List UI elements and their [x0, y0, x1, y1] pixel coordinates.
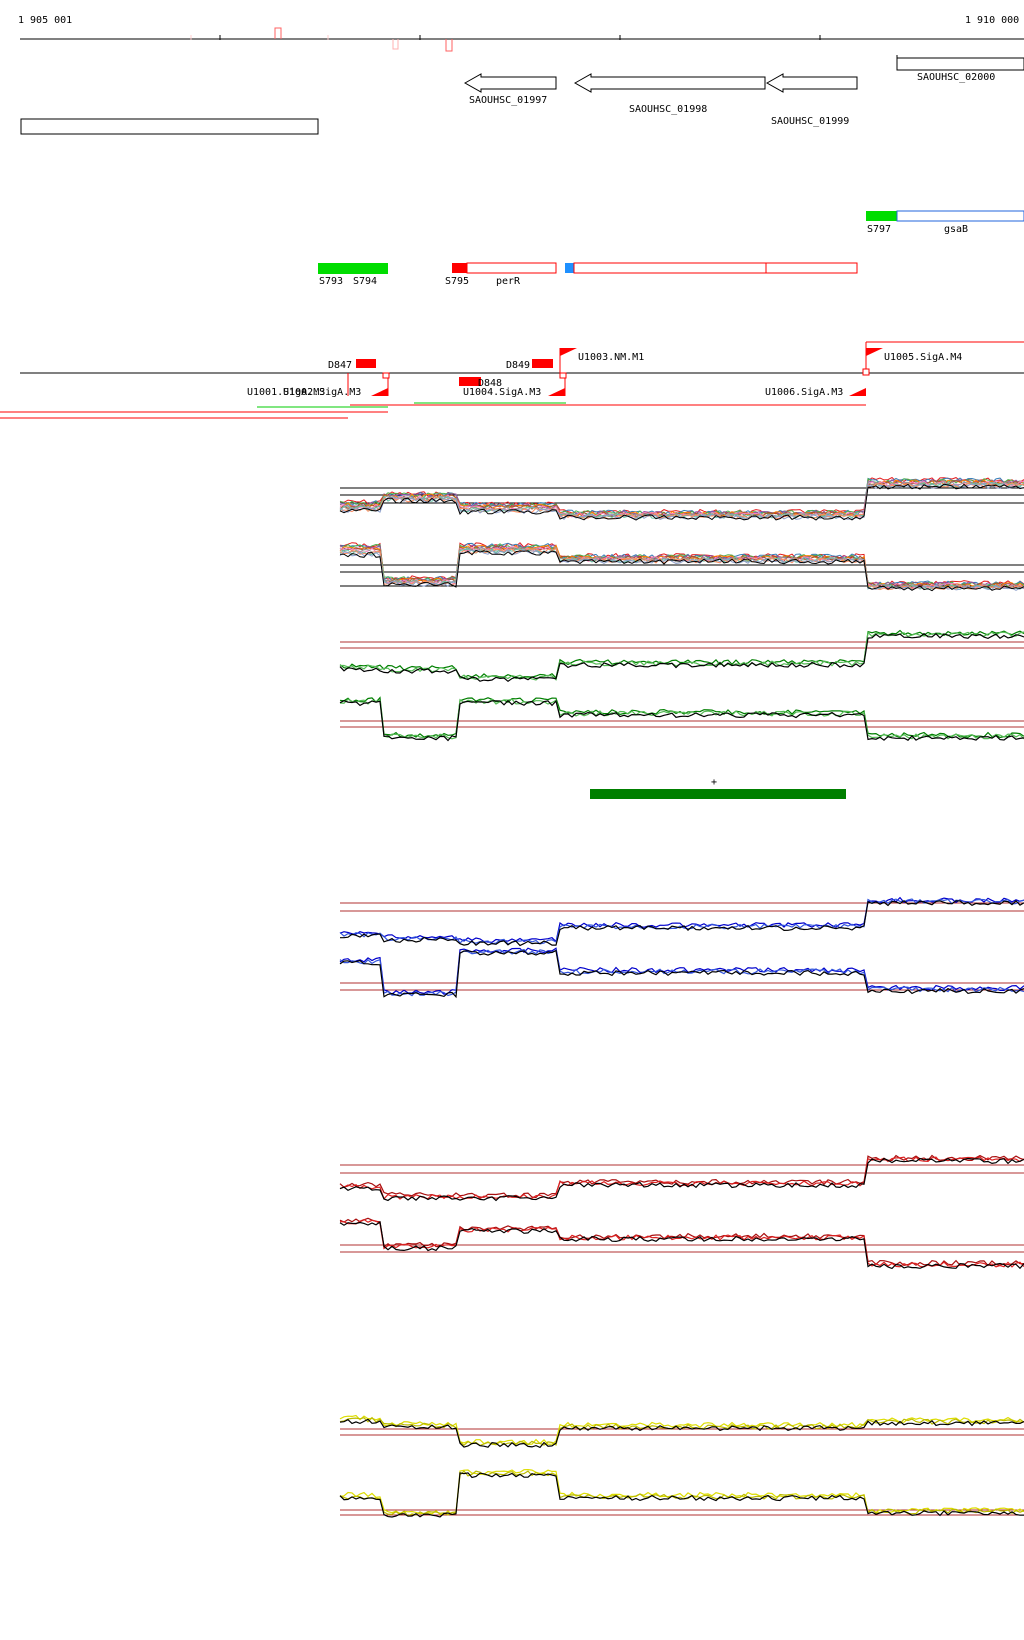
feature-d847[interactable] [356, 359, 376, 368]
segment-gsab-label: gsaB [944, 224, 968, 235]
coordinate-ruler: 1 905 001 1 910 000 [18, 15, 1024, 52]
profile-curve [340, 630, 1024, 681]
profile-curve [339, 1156, 1024, 1200]
gene-saouhsc-01997[interactable]: SAOUHSC_01997 [463, 73, 557, 106]
segment-s795-label: S795 [445, 276, 469, 287]
profile-curve [339, 548, 1024, 591]
gene-label: SAOUHSC_01998 [629, 104, 707, 115]
ruler-end-label: 1 910 000 [965, 15, 1019, 26]
profile-curve [339, 1468, 1024, 1516]
segment-s795[interactable] [452, 263, 467, 273]
profile-curve [339, 1217, 1024, 1267]
segment-s797-label: S797 [867, 224, 891, 235]
gene-box[interactable] [20, 118, 319, 135]
profile-curve [339, 1154, 1024, 1199]
segment-track: S797 gsaB S793 S794 S795 perR [318, 210, 1024, 287]
feature-d849-label: D849 [506, 360, 530, 371]
feature-d847-label: D847 [328, 360, 352, 371]
profile-curve [339, 629, 1024, 680]
profile-curve [339, 482, 1024, 520]
profile-curve [339, 1418, 1024, 1449]
expression-profiles [339, 476, 1024, 1518]
profile-curve [339, 1472, 1024, 1518]
segment-s794-label: S794 [353, 276, 377, 287]
segment-s797[interactable] [866, 211, 897, 221]
profile-curve [339, 1416, 1024, 1447]
profile-curve [339, 947, 1024, 995]
gene-label: SAOUHSC_01997 [469, 95, 547, 106]
profile-curve [339, 483, 1024, 521]
profile-curve [339, 1218, 1024, 1268]
feature-u1004-label: U1004.SigA.M3 [463, 387, 541, 398]
segment-s793-label: S793 [319, 276, 343, 287]
feature-track: D847 D849 D848 U1003.NM.M1 U1005.SigA.M4… [0, 341, 1024, 419]
segment-gsab[interactable] [896, 210, 1024, 222]
feature-u1003-label: U1003.NM.M1 [578, 352, 644, 363]
profile-curve [339, 547, 1024, 590]
profile-curve [339, 548, 1024, 591]
profile-curve [339, 632, 1024, 683]
segment-perr-label: perR [496, 276, 521, 287]
profile-curve [339, 949, 1024, 999]
profile-curve [339, 1220, 1024, 1270]
profile-curve [339, 896, 1024, 944]
feature-u1006-label: U1006.SigA.M3 [765, 387, 843, 398]
gene-label: SAOUHSC_02000 [917, 72, 995, 83]
profile-curve [339, 699, 1024, 742]
feature-u1005-label: U1005.SigA.M4 [884, 352, 962, 363]
profile-curve [339, 549, 1024, 592]
gene-label: SAOUHSC_01999 [771, 116, 849, 127]
gene-saouhsc-01999[interactable]: SAOUHSC_01999 [765, 73, 858, 127]
feature-d849[interactable] [532, 359, 553, 368]
feature-d848-label: D848 [478, 378, 502, 389]
marker-bar: + [590, 777, 846, 799]
segment-perr[interactable] [466, 262, 557, 274]
gene-saouhsc-02000[interactable]: SAOUHSC_02000 [896, 55, 1024, 83]
profile-curve [339, 696, 1024, 739]
profile-curve [339, 1414, 1024, 1446]
feature-u1002-label: U1002.SigA.M3 [283, 387, 361, 398]
marker-region[interactable] [590, 789, 846, 799]
gene-saouhsc-01998[interactable]: SAOUHSC_01998 [573, 73, 766, 115]
profile-curve [339, 543, 1024, 587]
segment-s793[interactable] [318, 263, 388, 274]
marker-label: + [711, 777, 717, 788]
profile-curve [340, 899, 1024, 947]
feature-d848[interactable] [459, 377, 481, 386]
segment-start[interactable] [565, 263, 574, 273]
ruler-start-label: 1 905 001 [18, 15, 72, 26]
segment-long[interactable] [573, 262, 858, 274]
feature-u1001-label: U1001.SigA.M3 [247, 387, 325, 398]
gene-track: SAOUHSC_01997 SAOUHSC_01998 SAOUHSC_0199… [20, 55, 1024, 135]
profile-curve [339, 1157, 1024, 1202]
